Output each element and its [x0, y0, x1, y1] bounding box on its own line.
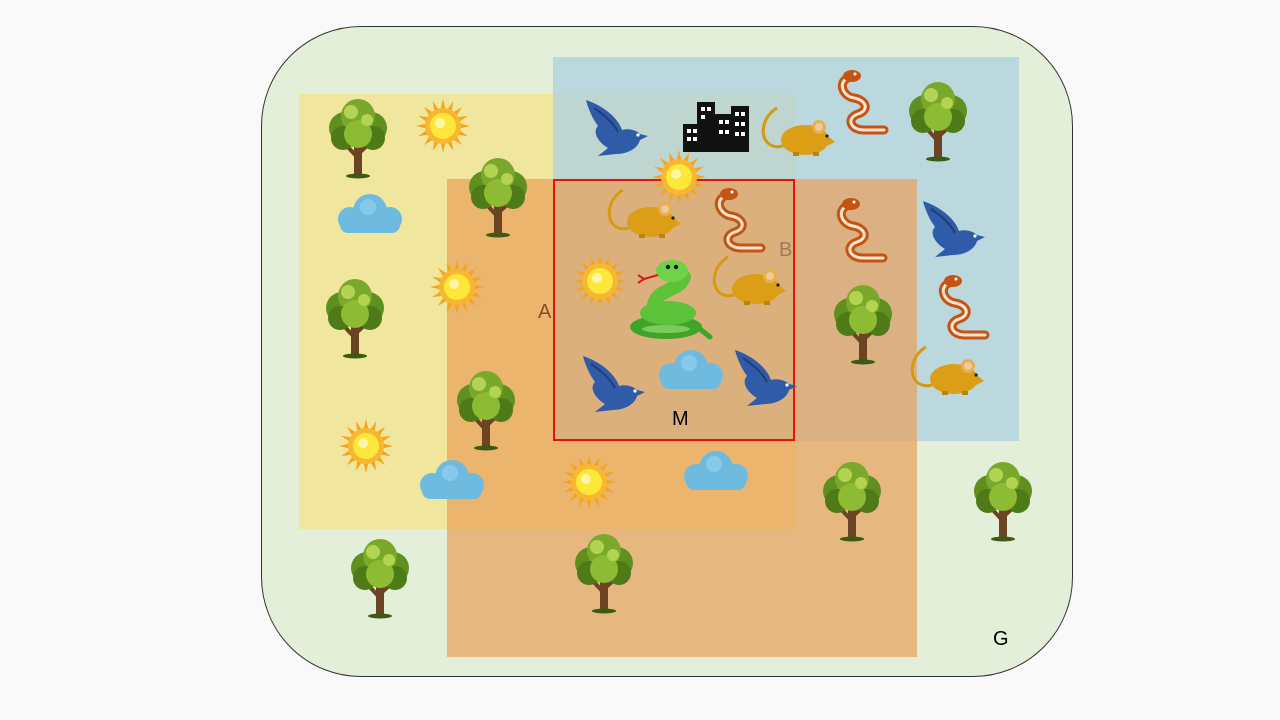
tree-icon: [457, 371, 515, 451]
mouse-icon: [761, 106, 835, 156]
snake-icon: [837, 70, 889, 135]
bird-icon: [923, 201, 985, 257]
label-m: M: [672, 408, 689, 430]
sun-icon: [562, 455, 616, 509]
sun-icon: [416, 99, 470, 153]
snake-icon: [938, 275, 990, 340]
snake-icon: [836, 198, 888, 263]
snake-icon: [714, 188, 766, 253]
cloud-icon: [684, 451, 748, 490]
tree-icon: [329, 99, 387, 179]
mouse-icon: [607, 188, 681, 238]
label-g: G: [993, 628, 1009, 650]
mouse-icon: [910, 345, 984, 395]
cloud-icon: [659, 350, 723, 389]
cloud-icon: [420, 460, 484, 499]
label-b: B: [779, 239, 793, 261]
tree-icon: [834, 285, 892, 365]
tree-icon: [575, 534, 633, 614]
sun-icon: [652, 150, 706, 204]
tree-icon: [823, 462, 881, 542]
tree-icon: [351, 539, 409, 619]
bird-icon: [583, 356, 645, 412]
sun-icon: [573, 254, 627, 308]
tree-icon: [974, 462, 1032, 542]
tree-icon: [909, 82, 967, 162]
bird-icon: [586, 100, 648, 156]
tree-icon: [326, 279, 384, 359]
bird-icon: [735, 350, 797, 406]
city-icon: [683, 102, 749, 152]
cloud-icon: [338, 194, 402, 233]
mouse-icon: [712, 255, 786, 305]
tree-icon: [469, 158, 527, 238]
region-overlap: [447, 179, 917, 657]
label-a: A: [538, 301, 552, 323]
green-snake-icon: [630, 260, 713, 340]
sun-icon: [339, 419, 393, 473]
sun-icon: [430, 260, 484, 314]
